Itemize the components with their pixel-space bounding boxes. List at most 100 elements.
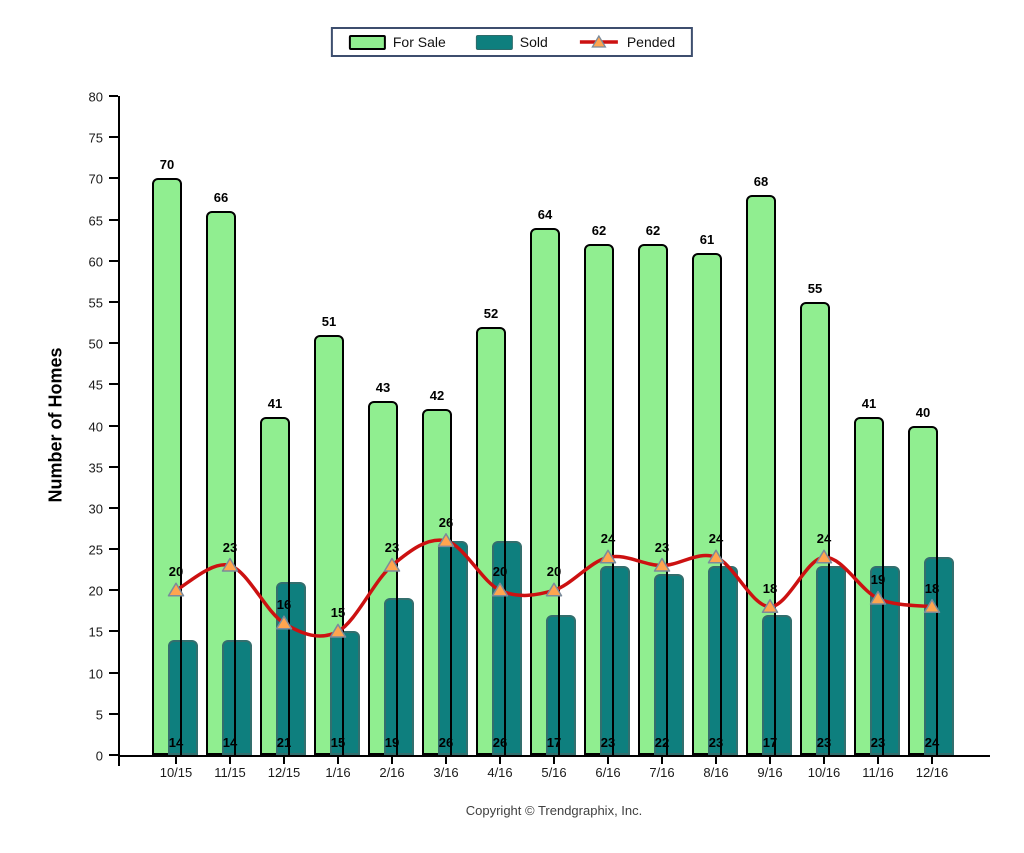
copyright-text: Copyright © Trendgraphix, Inc. [465,803,643,818]
legend-item-sold: Sold [475,34,548,50]
sold-bar [762,614,792,755]
x-tick [229,755,231,764]
y-tick-label: 25 [88,542,103,558]
x-tick [283,755,285,764]
y-tick-label: 65 [88,213,103,229]
pended-value-label: 24 [600,531,616,547]
x-tick-label: 7/16 [649,765,675,780]
for-sale-bar-edge [612,564,614,755]
for-sale-value-label: 55 [807,280,823,296]
pended-value-label: 23 [654,539,670,555]
x-tick-label: 8/16 [703,765,729,780]
x-tick-label: 4/16 [487,765,513,780]
legend-item-for-sale: For Sale [348,34,446,50]
for-sale-value-label: 64 [537,206,553,222]
y-tick [109,630,118,633]
pended-value-label: 20 [492,564,508,580]
y-tick [109,548,118,551]
for-sale-value-label: 70 [159,157,175,173]
pended-value-label: 16 [276,597,292,613]
x-tick-label: 10/15 [159,765,193,780]
pended-value-label: 19 [870,572,886,588]
sold-value-label: 21 [276,735,292,750]
y-tick [109,300,118,303]
legend-item-pended: Pended [578,34,675,50]
sold-bar [546,614,576,755]
y-tick-label: 0 [95,748,103,764]
y-tick [109,424,118,427]
y-tick [109,671,118,674]
for-sale-bar-edge [720,564,722,755]
y-tick-label: 35 [88,460,103,476]
for-sale-bar-edge [558,613,560,755]
sold-bar [708,565,738,755]
for-sale-swatch-icon [348,34,386,50]
x-tick [769,755,771,764]
sold-value-label: 17 [762,735,778,750]
for-sale-bar-edge [504,539,506,755]
y-tick [109,754,118,756]
x-tick [823,755,825,764]
for-sale-bar-edge [450,539,452,755]
for-sale-value-label: 68 [753,173,769,189]
for-sale-bar-edge [666,572,668,755]
pended-value-label: 23 [222,539,238,555]
sold-value-label: 23 [870,735,886,750]
for-sale-value-label: 62 [645,223,661,239]
pended-value-label: 18 [924,580,940,596]
x-tick [931,755,933,764]
y-tick-label: 40 [88,419,103,434]
x-tick-label: 10/16 [807,765,841,780]
x-tick [607,755,609,764]
for-sale-value-label: 62 [591,223,607,239]
x-tick [391,755,393,764]
x-tick [661,755,663,764]
sold-value-label: 24 [924,735,940,750]
sold-value-label: 26 [492,735,508,750]
y-axis-line [118,96,120,766]
x-tick [553,755,555,764]
pended-value-label: 15 [330,605,346,621]
sold-bar [600,565,630,755]
pended-value-label: 24 [708,531,724,547]
sold-bar [654,573,684,755]
sold-value-label: 15 [330,735,346,750]
for-sale-bar-edge [882,564,884,755]
sold-value-label: 14 [168,735,184,750]
y-tick [109,136,118,139]
y-tick [109,712,118,715]
y-tick [109,589,118,592]
for-sale-value-label: 41 [861,396,877,412]
for-sale-bar [800,301,830,755]
x-tick-label: 3/16 [433,765,459,780]
x-tick [445,755,447,764]
sold-bar [222,639,252,755]
for-sale-bar-edge [288,581,290,755]
sold-value-label: 22 [654,735,670,750]
legend-label-for-sale: For Sale [392,34,446,50]
x-tick-label: 1/16 [325,765,351,780]
for-sale-value-label: 51 [321,313,337,329]
for-sale-value-label: 66 [213,190,229,206]
y-tick-label: 80 [88,89,103,105]
x-tick [175,755,177,764]
sold-value-label: 17 [546,735,562,750]
for-sale-bar-edge [936,556,938,755]
x-tick-label: 11/15 [214,765,246,780]
pended-value-label: 24 [816,531,832,547]
y-tick-label: 20 [88,583,103,599]
x-tick-label: 9/16 [757,765,783,780]
for-sale-value-label: 43 [375,379,391,395]
y-tick [109,342,118,345]
x-tick-label: 6/16 [595,765,621,780]
x-axis-line [118,755,990,757]
y-tick-label: 70 [88,171,103,187]
sold-bar [438,540,468,755]
sold-bar [168,639,198,755]
y-tick [109,218,118,221]
y-tick-label: 15 [88,624,103,640]
y-tick [109,383,118,386]
for-sale-value-label: 52 [483,305,499,321]
y-tick-label: 75 [88,130,103,146]
pended-value-label: 20 [168,564,184,580]
